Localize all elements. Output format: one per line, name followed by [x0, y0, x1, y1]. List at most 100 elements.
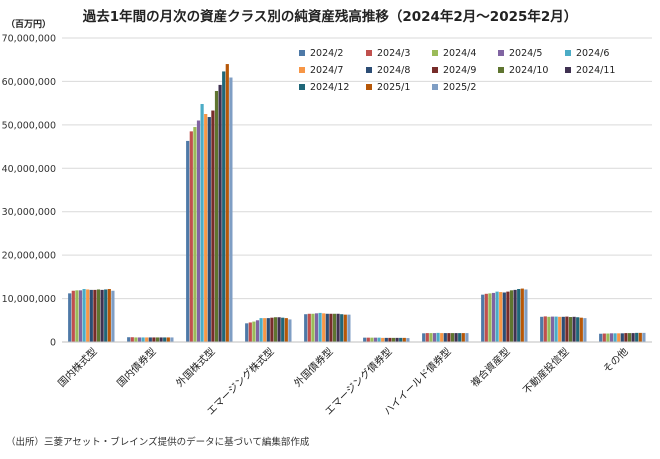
- bar: [304, 314, 308, 342]
- bar: [148, 337, 152, 342]
- bar: [277, 317, 281, 342]
- bar: [484, 293, 488, 342]
- bar: [568, 317, 573, 342]
- bar: [491, 292, 496, 342]
- legend-item: 2024/11: [565, 65, 615, 76]
- legend-label: 2024/9: [443, 65, 476, 76]
- legend-label: 2024/7: [310, 65, 343, 76]
- bar: [635, 332, 639, 342]
- y-tick-label: 10,000,000: [2, 294, 56, 305]
- legend-item: 2024/6: [565, 48, 609, 59]
- bar: [638, 332, 642, 342]
- bar: [572, 316, 576, 342]
- chart-title: 過去1年間の月次の資産クラス別の純資産残高推移（2024年2月～2025年2月）: [82, 8, 578, 25]
- legend-label: 2024/2: [310, 48, 343, 59]
- bar-group: [481, 288, 528, 342]
- legend-swatch: [299, 67, 305, 73]
- bar: [211, 110, 215, 342]
- bar: [259, 318, 263, 342]
- bar: [406, 338, 410, 342]
- bar: [255, 320, 260, 342]
- bar: [436, 332, 440, 342]
- legend-label: 2024/6: [576, 48, 609, 59]
- bar: [159, 337, 163, 342]
- bar: [579, 317, 583, 342]
- bar: [447, 333, 451, 342]
- legend-label: 2024/4: [443, 48, 476, 59]
- bar: [332, 313, 337, 342]
- bar: [543, 316, 547, 342]
- bar: [266, 318, 270, 342]
- bar: [609, 333, 614, 342]
- bar: [155, 337, 160, 342]
- bar: [340, 314, 344, 342]
- bar: [245, 323, 249, 342]
- bar: [624, 333, 628, 342]
- legend-item: 2024/8: [366, 65, 410, 76]
- bar: [127, 337, 131, 342]
- bar: [229, 77, 233, 343]
- legend-label: 2024/3: [377, 48, 410, 59]
- x-tick-label: 外国株式型: [173, 345, 218, 390]
- bar: [137, 337, 142, 342]
- bar: [200, 104, 204, 342]
- bar: [71, 290, 75, 342]
- bar-group: [127, 337, 174, 342]
- bar: [381, 337, 385, 342]
- bar-group: [186, 64, 233, 343]
- bar-group: [304, 312, 351, 342]
- bar: [395, 337, 399, 342]
- legend-swatch: [366, 84, 372, 90]
- legend-swatch: [565, 50, 571, 56]
- x-tick-label: 国内株式型: [55, 345, 100, 390]
- bar: [318, 312, 322, 342]
- bar: [440, 333, 444, 342]
- bar: [506, 291, 510, 342]
- bar: [620, 333, 624, 342]
- bar: [583, 318, 587, 342]
- legend-label: 2024/12: [310, 82, 349, 93]
- bar: [384, 337, 388, 342]
- bar: [613, 333, 617, 342]
- legend-label: 2025/1: [377, 82, 410, 93]
- bar: [104, 289, 108, 342]
- bar: [78, 290, 83, 342]
- bar: [145, 337, 149, 342]
- x-tick-label: 複合資産型: [468, 345, 513, 390]
- bar: [606, 333, 610, 342]
- bar: [509, 290, 514, 342]
- x-tick-label: 不動産投信型: [520, 345, 572, 397]
- bar: [288, 319, 292, 342]
- legend-item: 2024/4: [432, 48, 476, 59]
- bar: [130, 337, 134, 342]
- legend-swatch: [498, 67, 504, 73]
- bar: [450, 333, 455, 342]
- bar: [68, 293, 72, 342]
- bar: [270, 317, 274, 342]
- legend-item: 2024/12: [299, 82, 349, 93]
- bar: [263, 318, 267, 342]
- bar: [222, 71, 226, 342]
- bar: [565, 316, 569, 342]
- legend-label: 2024/11: [576, 65, 615, 76]
- bar: [373, 337, 378, 342]
- bar: [481, 294, 485, 342]
- bar: [520, 288, 524, 342]
- bar-group: [599, 332, 646, 342]
- legend-swatch: [432, 50, 438, 56]
- bar: [642, 332, 646, 342]
- y-tick-label: 50,000,000: [2, 120, 56, 131]
- legend-label: 2024/5: [509, 48, 542, 59]
- bar: [461, 333, 465, 342]
- bar: [617, 333, 621, 342]
- x-tick-label: 外国債券型: [291, 345, 336, 390]
- bar: [314, 313, 319, 342]
- y-tick-label: 20,000,000: [2, 251, 56, 262]
- bar: [152, 337, 156, 342]
- legend-item: 2024/3: [366, 48, 410, 59]
- bar: [499, 292, 503, 342]
- bar: [218, 84, 222, 342]
- bar: [576, 317, 580, 342]
- bar: [554, 316, 558, 342]
- bar: [86, 289, 90, 342]
